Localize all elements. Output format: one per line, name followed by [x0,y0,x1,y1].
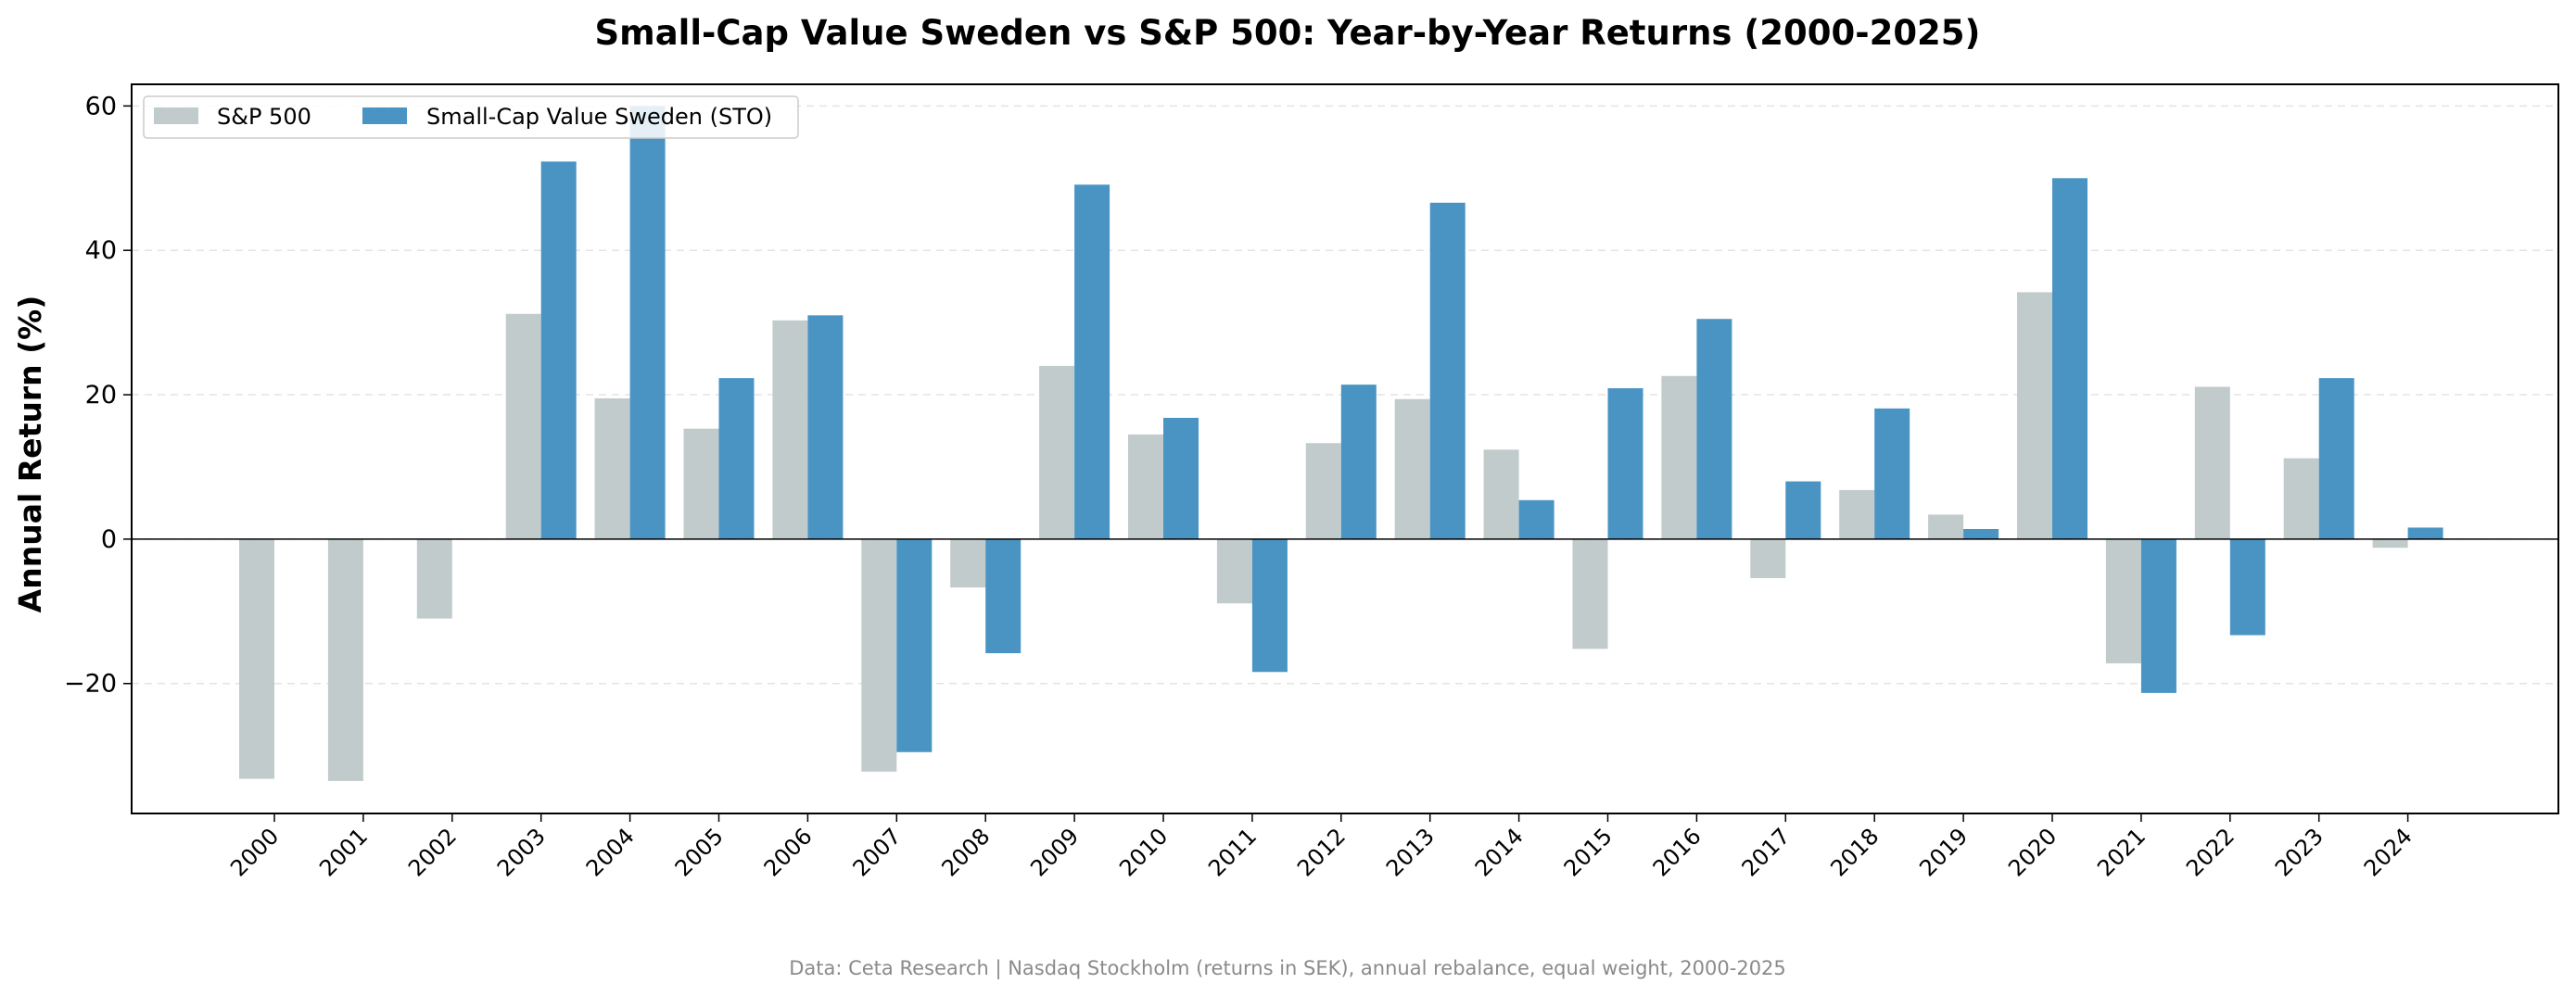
bar-sp500 [1483,449,1519,539]
x-tick-label: 2013 [1381,823,1440,881]
bar-sp500 [1928,514,1964,539]
bar-small-cap-value-sweden [1874,408,1910,539]
bar-sp500 [1572,538,1608,649]
x-tick-label: 2017 [1737,823,1796,881]
bar-small-cap-value-sweden [1696,319,1732,539]
bar-small-cap-value-sweden [1074,184,1110,539]
bar-sp500 [772,320,808,539]
bar-small-cap-value-sweden [1963,528,1999,539]
y-tick-label: 40 [85,236,117,265]
x-tick-label: 2021 [2092,823,2151,881]
bar-sp500 [1394,398,1430,539]
bar-sp500 [505,313,541,539]
bar-sp500 [1039,365,1075,539]
bar-small-cap-value-sweden [1607,388,1643,539]
x-tick-label: 2020 [2003,823,2062,881]
x-tick-label: 2000 [225,823,284,881]
bar-small-cap-value-sweden [896,538,933,752]
bar-sp500 [1839,489,1875,539]
x-tick-label: 2009 [1025,823,1084,881]
x-tick-label: 2016 [1648,823,1707,881]
bars [239,106,2443,781]
bar-sp500 [2105,538,2141,663]
bar-small-cap-value-sweden [2318,378,2354,539]
bar-sp500 [327,538,363,781]
x-tick-label: 2005 [670,823,729,881]
y-axis-label: Annual Return (%) [12,296,48,613]
bar-sp500 [1305,443,1341,539]
bar-small-cap-value-sweden [718,378,755,539]
x-tick-label: 2008 [936,823,995,881]
bar-sp500 [1216,538,1252,604]
x-tick-label: 2007 [848,823,907,881]
y-tick-label: −20 [64,670,117,699]
bar-small-cap-value-sweden [629,106,666,539]
legend-swatch-sp500 [154,107,198,124]
bar-small-cap-value-sweden [2407,527,2443,539]
x-tick-label: 2004 [581,823,640,881]
bar-sp500 [1661,375,1697,539]
plot-frame [131,83,2559,814]
x-tick-label: 2006 [759,823,818,881]
bar-sp500 [594,397,630,539]
bar-small-cap-value-sweden [2229,538,2265,636]
legend-label-sp500: S&P 500 [217,104,311,130]
x-tick-label: 2003 [492,823,551,881]
legend-swatch-small-cap-value-sweden [362,107,407,124]
x-tick-label: 2001 [314,823,373,881]
x-tick-label: 2015 [1559,823,1618,881]
bar-sp500 [1750,538,1786,578]
bar-small-cap-value-sweden [1251,538,1288,673]
bar-sp500 [2372,538,2408,548]
y-tick-label: 20 [85,381,117,410]
bar-small-cap-value-sweden [2140,538,2176,693]
x-tick-label: 2019 [1914,823,1973,881]
legend-label-small-cap-value-sweden: Small-Cap Value Sweden (STO) [426,104,772,130]
bar-sp500 [2194,386,2230,539]
bar-sp500 [416,538,452,619]
x-tick-label: 2022 [2181,823,2240,881]
bar-sp500 [683,428,719,539]
x-axis: 2000 2001 2002 2003 2004 2005 2006 2007 2008 2009… [225,813,2417,881]
bar-sp500 [2283,458,2319,539]
x-tick-label: 2011 [1203,823,1262,881]
x-tick-label: 2018 [1825,823,1884,881]
bar-small-cap-value-sweden [540,161,577,539]
bar-small-cap-value-sweden [985,538,1022,654]
bar-sp500 [1128,434,1163,539]
y-axis: 60 40 20 0 −20 [64,92,132,699]
bar-sp500 [861,538,897,772]
footnote: Data: Ceta Research | Nasdaq Stockholm (… [789,957,1786,980]
bar-small-cap-value-sweden [2052,178,2087,539]
bar-small-cap-value-sweden [1785,481,1821,539]
bar-sp500 [950,538,986,588]
bar-sp500 [239,538,274,779]
bar-sp500 [2017,292,2052,539]
x-tick-label: 2024 [2359,823,2417,881]
x-tick-label: 2023 [2270,823,2329,881]
y-tick-label: 60 [85,92,117,120]
x-tick-label: 2014 [1470,823,1529,881]
x-tick-label: 2002 [403,823,462,881]
bar-small-cap-value-sweden [1163,417,1199,539]
bar-small-cap-value-sweden [807,315,844,539]
legend: S&P 500 Small-Cap Value Sweden (STO) [143,95,799,139]
chart-title: Small-Cap Value Sweden vs S&P 500: Year-… [595,13,1981,53]
bar-small-cap-value-sweden [1340,385,1377,539]
x-tick-label: 2010 [1114,823,1173,881]
bar-small-cap-value-sweden [1429,202,1466,539]
x-tick-label: 2012 [1292,823,1351,881]
bar-small-cap-value-sweden [1518,499,1554,539]
legend-box [143,95,799,139]
y-tick-label: 0 [101,525,117,554]
